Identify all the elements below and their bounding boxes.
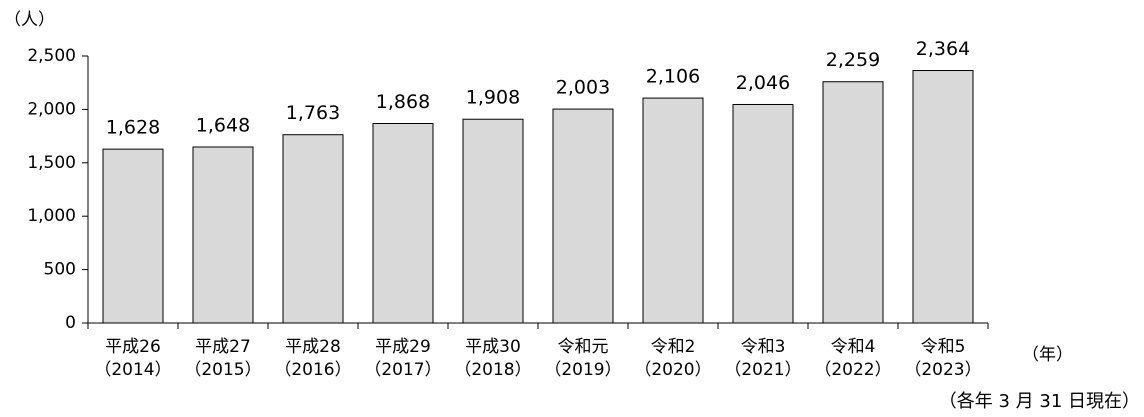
bar xyxy=(822,81,884,324)
x-tick-label: 令和元 xyxy=(558,337,609,357)
x-tick-label: 平成29 xyxy=(375,337,431,357)
bar xyxy=(372,122,434,324)
x-tick-label: 平成28 xyxy=(285,337,341,357)
value-label: 2,046 xyxy=(736,72,790,94)
y-tick-label: 1,000 xyxy=(27,206,76,226)
bar xyxy=(552,108,614,324)
bar xyxy=(282,134,344,324)
bar xyxy=(912,70,974,324)
value-label: 1,628 xyxy=(106,117,160,139)
y-tick-label: 0 xyxy=(65,313,76,333)
bar xyxy=(462,118,524,324)
y-tick-label: 1,500 xyxy=(27,153,76,173)
x-tick-label: （2021） xyxy=(724,360,801,380)
x-tick-label: 平成27 xyxy=(195,337,251,357)
x-tick-label: 平成30 xyxy=(465,337,521,357)
x-tick-label: 令和3 xyxy=(741,337,786,357)
x-tick-label: （2015） xyxy=(184,360,261,380)
x-tick-label: （2022） xyxy=(814,360,891,380)
x-tick-label: （2018） xyxy=(454,360,531,380)
y-tick-label: 2,500 xyxy=(27,46,76,66)
bar xyxy=(102,148,164,324)
y-tick-label: 2,000 xyxy=(27,99,76,119)
x-unit: （年） xyxy=(1022,345,1073,365)
bar xyxy=(642,97,704,324)
x-tick-label: （2014） xyxy=(94,360,171,380)
bar xyxy=(192,146,254,324)
note: （各年 3 月 31 日現在） xyxy=(939,391,1140,412)
x-tick-label: 令和2 xyxy=(651,337,696,357)
x-tick-label: （2017） xyxy=(364,360,441,380)
value-label: 1,648 xyxy=(196,114,250,136)
value-label: 2,106 xyxy=(646,66,700,88)
value-label: 2,003 xyxy=(556,77,610,99)
x-tick-label: 令和5 xyxy=(921,337,966,357)
x-tick-label: （2020） xyxy=(634,360,711,380)
y-tick-label: 500 xyxy=(44,260,76,280)
value-label: 1,908 xyxy=(466,87,520,109)
x-tick-label: （2019） xyxy=(544,360,621,380)
value-label: 1,763 xyxy=(286,102,340,124)
y-unit: （人） xyxy=(4,10,55,30)
x-tick-label: 令和4 xyxy=(831,337,876,357)
x-tick-label: （2016） xyxy=(274,360,351,380)
x-tick-label: 平成26 xyxy=(105,337,161,357)
value-label: 1,868 xyxy=(376,91,430,113)
value-label: 2,364 xyxy=(916,38,970,60)
bar xyxy=(732,103,794,324)
value-label: 2,259 xyxy=(826,49,880,71)
x-tick-label: （2023） xyxy=(904,360,981,380)
